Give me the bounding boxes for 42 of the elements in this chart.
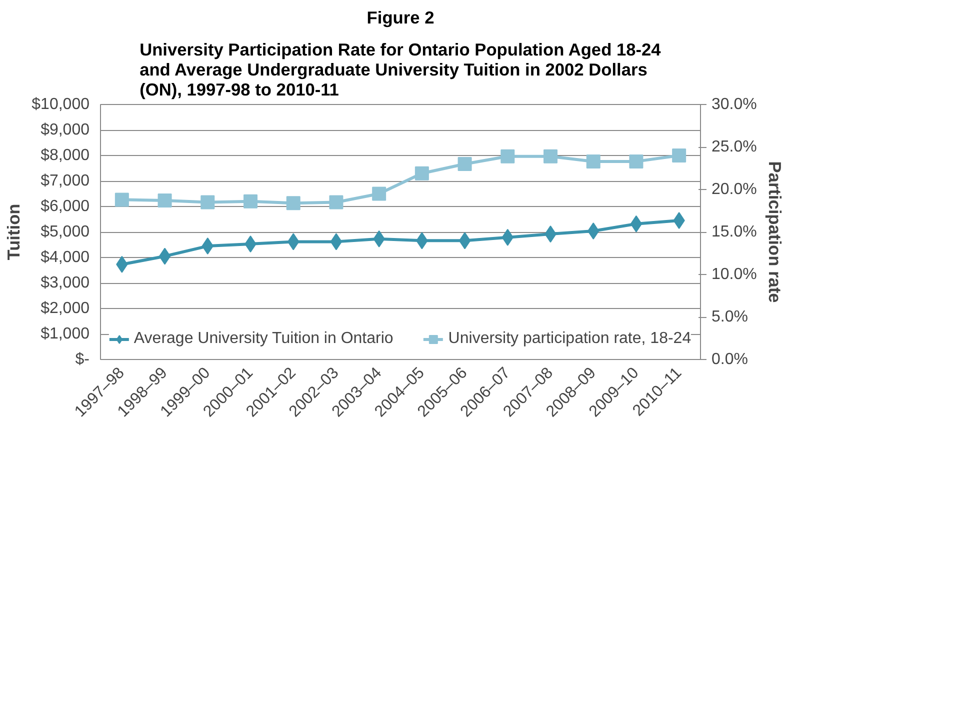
y2-tick-label: 25.0% <box>712 138 757 156</box>
point <box>672 148 686 162</box>
point <box>244 194 258 208</box>
point <box>200 195 215 210</box>
point <box>458 157 472 171</box>
y2-axis-title: Participation rate <box>764 161 785 304</box>
point <box>629 154 644 168</box>
point <box>330 233 342 250</box>
point <box>158 248 171 265</box>
y2-tick-label: 30.0% <box>712 96 757 113</box>
y-tick-label: $10,000 <box>32 96 90 113</box>
point <box>114 192 129 207</box>
point <box>158 194 172 208</box>
y-tick-label: $7,000 <box>40 172 90 190</box>
y2-tick-label: 15.0% <box>712 224 757 240</box>
point <box>286 196 300 210</box>
y-tick-label: $- <box>75 351 90 368</box>
y-tick-label: $4,000 <box>40 249 90 266</box>
point <box>329 195 344 210</box>
y-tick-label: $5,000 <box>40 224 90 240</box>
legend-label: University participation rate, 18-24 <box>448 330 692 348</box>
y-tick-label: $6,000 <box>40 198 90 215</box>
y2-tick-label: 10.0% <box>712 266 757 283</box>
point <box>414 166 429 180</box>
point <box>544 149 558 164</box>
point <box>586 154 600 168</box>
y-tick-label: $1,000 <box>40 326 90 342</box>
y-axis-title: Tuition <box>4 204 24 260</box>
y2-tick-label: 5.0% <box>712 308 748 326</box>
chart-title: Figure 2 <box>366 8 434 28</box>
point <box>500 149 515 164</box>
y2-tick-label: 0.0% <box>712 351 748 368</box>
y-tick-label: $9,000 <box>40 122 90 138</box>
point <box>630 215 642 232</box>
legend-label: Average University Tuition in Ontario <box>134 330 394 348</box>
y-tick-label: $2,000 <box>40 300 90 317</box>
point <box>372 186 386 201</box>
y-tick-label: $8,000 <box>40 147 90 164</box>
y-tick-label: $3,000 <box>40 274 90 292</box>
y2-tick-label: 20.0% <box>712 181 757 198</box>
chart-subtitle: University Participation Rate for Ontario Population Aged 18-24 and Average Undergraduate University Tuition in 2002 Dollars (ON), 1997-98 to 2010-11 <box>140 40 662 100</box>
point <box>458 232 471 250</box>
